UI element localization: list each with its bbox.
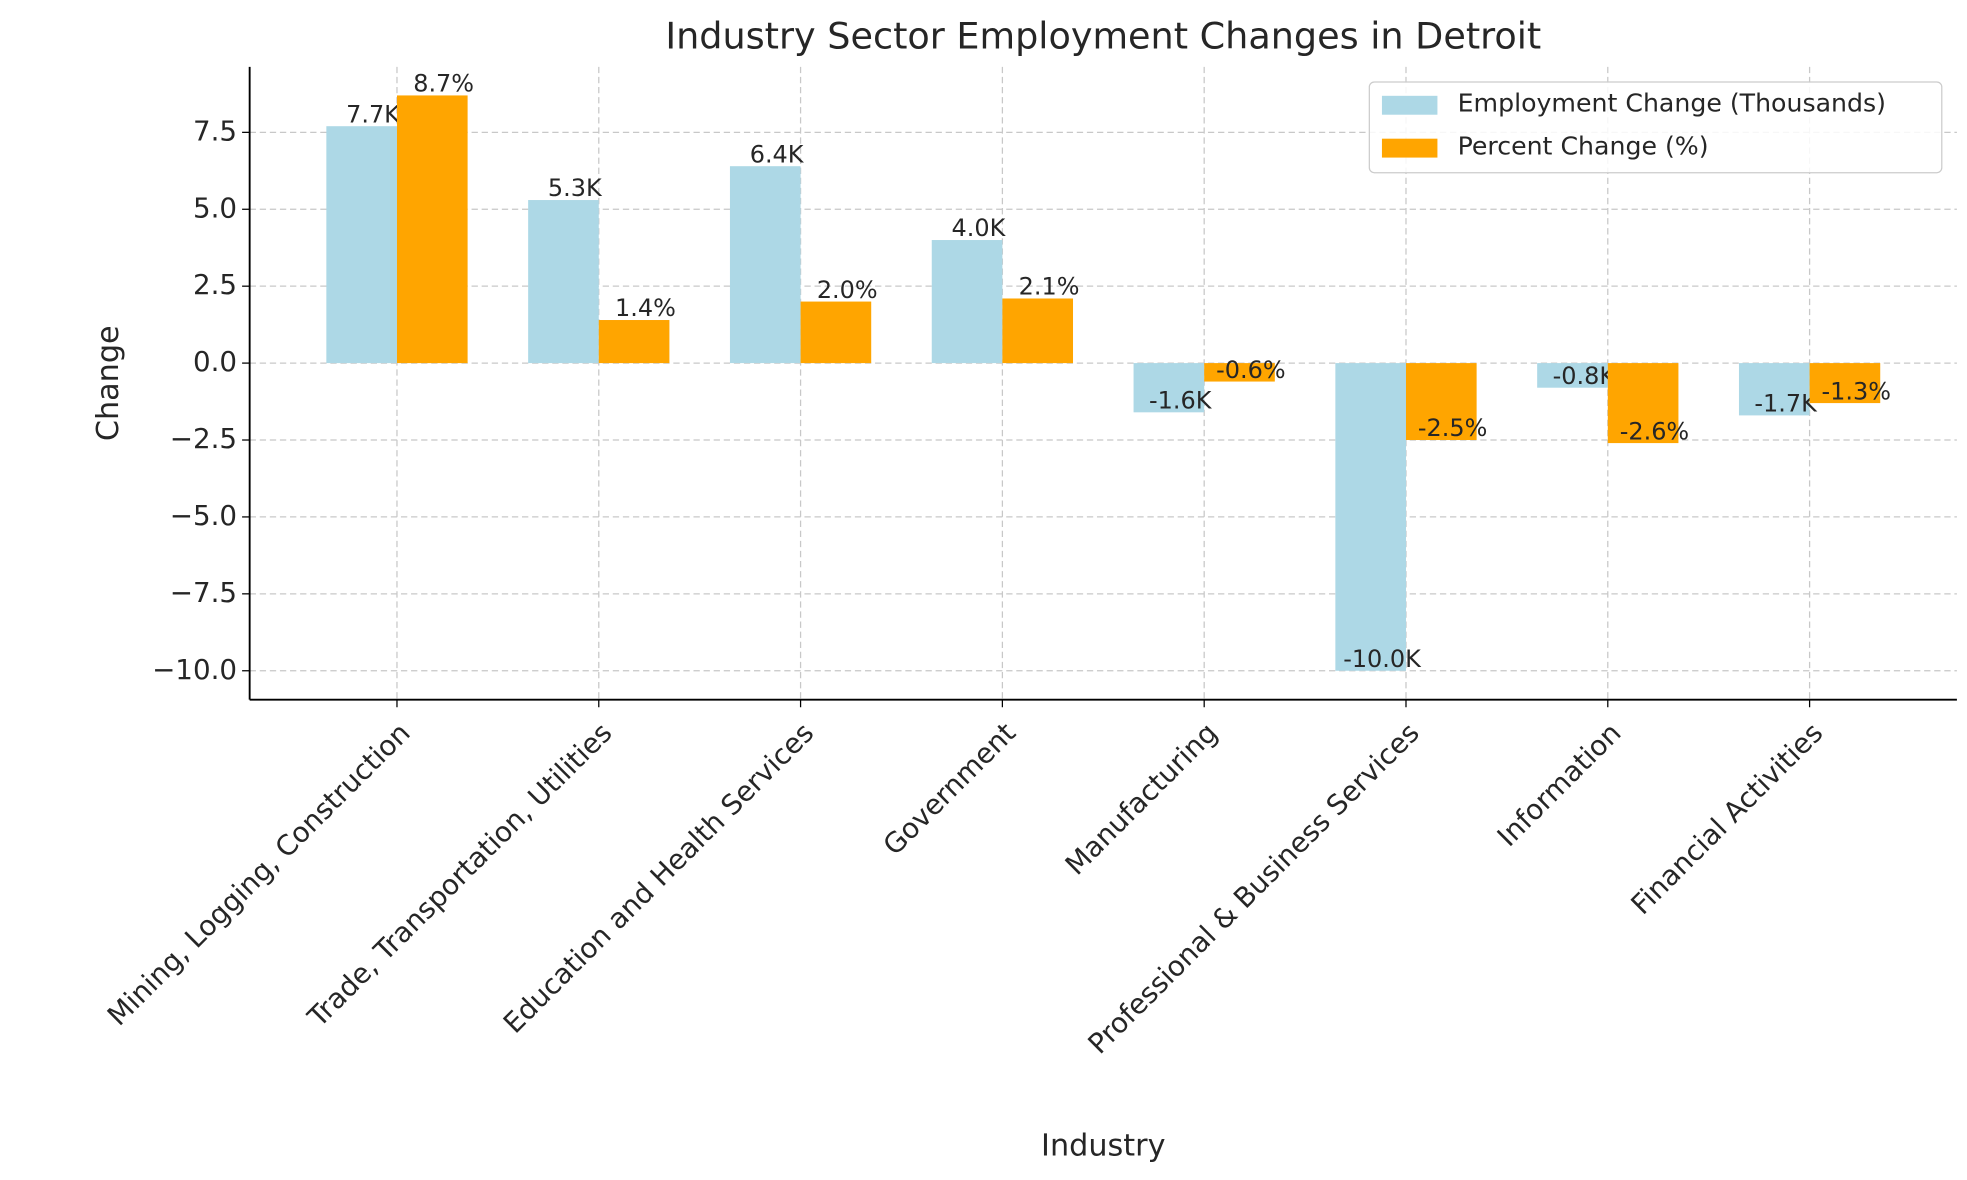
y-tick-label: −5.0 — [170, 499, 237, 532]
y-tick-label: −2.5 — [170, 422, 237, 455]
bar — [1335, 363, 1406, 671]
value-label: -2.5% — [1418, 414, 1487, 442]
value-label: 4.0K — [952, 214, 1007, 242]
bar — [1002, 298, 1074, 364]
value-label: 7.7K — [346, 100, 401, 128]
y-tick-label: 5.0 — [193, 191, 237, 224]
bar — [1607, 363, 1679, 444]
value-label: -1.6K — [1149, 387, 1213, 415]
value-label: -1.7K — [1754, 390, 1818, 418]
y-tick-label: 2.5 — [193, 268, 237, 301]
bar — [1738, 363, 1810, 416]
legend-swatch — [1381, 95, 1438, 115]
x-tick-label: Manufacturing — [1059, 716, 1224, 881]
x-tick-label: Financial Activities — [1624, 716, 1829, 921]
value-label: 2.1% — [1019, 273, 1080, 301]
legend-swatch — [1381, 138, 1438, 158]
value-label: 6.4K — [750, 140, 805, 168]
bar — [800, 301, 872, 364]
bar — [326, 126, 397, 364]
y-tick-label: 0.0 — [193, 345, 237, 378]
x-tick-label: Information — [1491, 716, 1628, 853]
bar — [1204, 363, 1275, 382]
bar — [1405, 363, 1477, 441]
value-label: -2.6% — [1620, 417, 1689, 445]
legend-label: Employment Change (Thousands) — [1458, 89, 1886, 118]
y-tick-label: 7.5 — [193, 114, 237, 147]
value-label: 8.7% — [413, 70, 474, 98]
bar — [598, 320, 670, 364]
legend-box — [1368, 81, 1943, 174]
bar — [1133, 363, 1205, 413]
value-label: -0.8K — [1553, 362, 1617, 390]
bar — [396, 95, 468, 364]
x-tick-label: Government — [876, 716, 1022, 862]
value-label: -10.0K — [1343, 645, 1422, 673]
bar — [1809, 363, 1881, 404]
y-tick-label: −7.5 — [170, 576, 237, 609]
x-tick-label: Professional & Business Services — [1081, 716, 1425, 1060]
y-tick-label: −10.0 — [152, 653, 237, 686]
bar — [729, 166, 801, 364]
value-label: -0.6% — [1216, 356, 1285, 384]
bar — [1537, 363, 1608, 388]
x-axis-label: Industry — [1041, 1129, 1165, 1164]
legend-label: Percent Change (%) — [1458, 132, 1709, 161]
y-axis-label: Change — [91, 325, 126, 441]
bar — [931, 240, 1003, 364]
value-label: 1.4% — [615, 294, 676, 322]
bar — [528, 200, 599, 364]
value-label: -1.3% — [1822, 377, 1891, 405]
value-label: 2.0% — [817, 276, 878, 304]
chart-title: Industry Sector Employment Changes in De… — [665, 14, 1541, 57]
value-label: 5.3K — [548, 174, 603, 202]
